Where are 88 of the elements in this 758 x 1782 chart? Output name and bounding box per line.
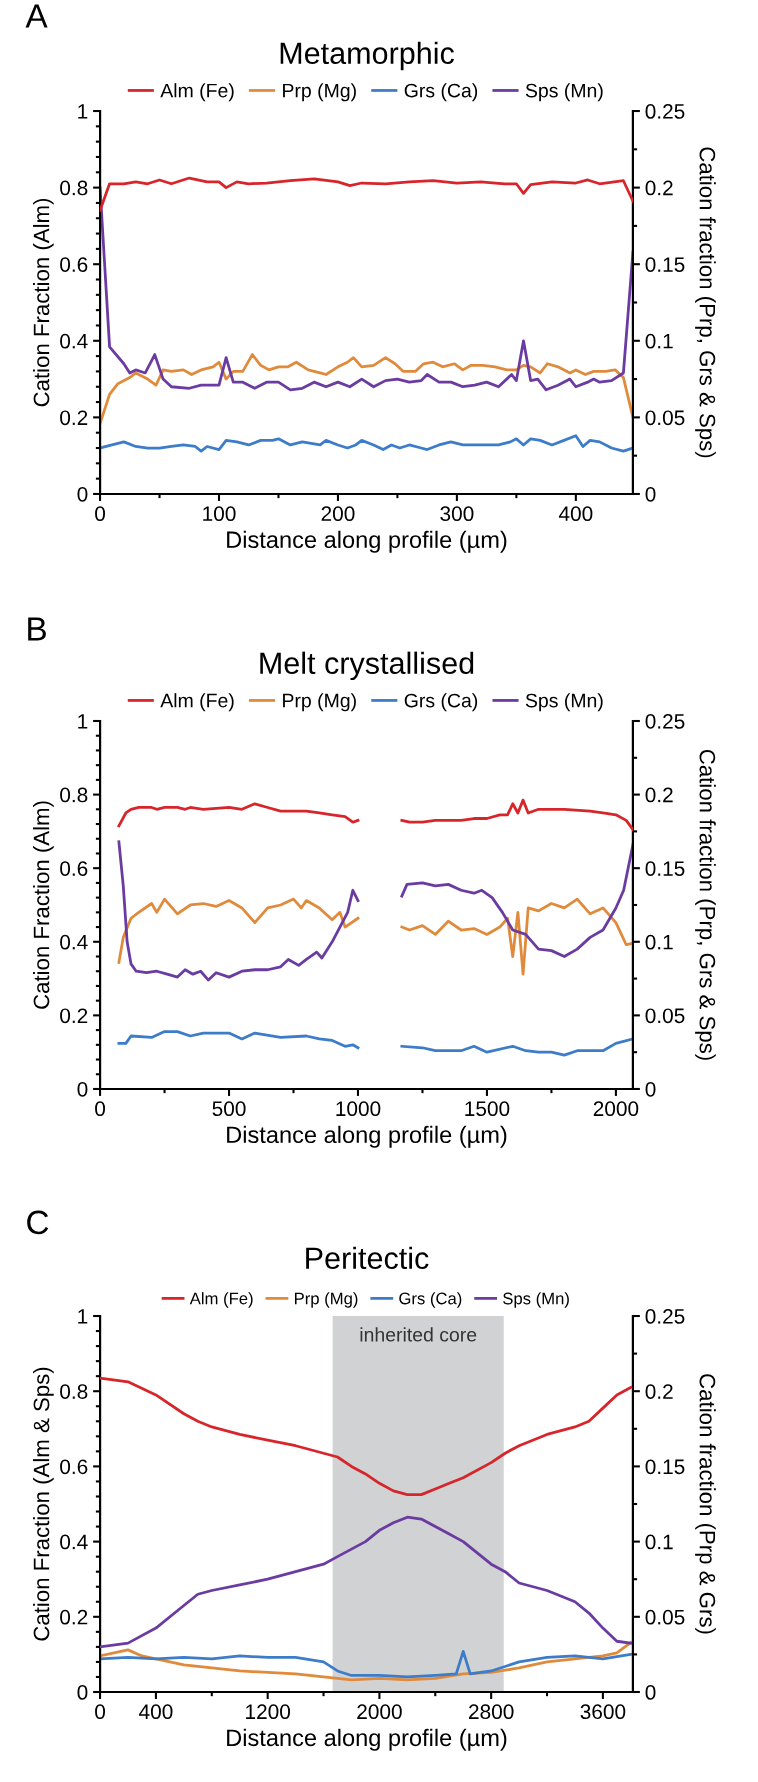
y-tick-label: 0.6 [60,1459,88,1475]
y2-tick-label: 0.2 [645,180,673,196]
x-tick-label: 400 [139,1704,173,1720]
legend-label: Grs (Ca) [404,693,478,712]
x-tick-label: 100 [203,506,236,522]
y2-tick-label: 0.2 [645,787,673,803]
x-tick-label: 1500 [465,1101,510,1117]
y2-tick-label: 0 [645,486,656,502]
y-tick-label: 1 [78,1309,88,1324]
x-tick-label: 0 [95,506,106,522]
legend-label: Prp (Mg) [283,83,356,102]
line-series [100,1650,633,1679]
x-tick-label: 300 [440,506,474,522]
y2-tick-label: 0.15 [645,257,685,272]
legend-label: Alm (Fe) [189,1292,253,1308]
y-tick-label: 0.8 [60,180,88,196]
x-axis-title: Distance along profile (µm) [227,1125,507,1148]
x-axis-title: Distance along profile (µm) [227,530,507,553]
y2-tick-label: 0.05 [645,410,685,426]
y2-tick-label: 0.15 [645,1459,685,1475]
y2-tick-label: 0.2 [645,1384,673,1399]
y-tick-label: 0 [77,1081,88,1097]
y-tick-label: 0.6 [60,861,88,876]
y-tick-label: 0.8 [60,787,88,803]
y2-tick-label: 0.05 [645,1008,685,1024]
y-tick-label: 0.8 [60,1384,88,1399]
y-axis-title: Cation Fraction (Alm) [33,801,54,1009]
y-tick-label: 0 [77,1685,88,1700]
y-tick-label: 1 [78,104,88,119]
x-tick-label: 2800 [469,1704,514,1720]
legend-label: Sps (Mn) [525,693,603,712]
y-tick-label: 0 [77,486,88,502]
y2-axis-title: Cation fraction (Prp, Grs & Sps) [695,749,716,1060]
legend-label: Alm (Fe) [160,693,234,712]
text: C [27,1210,49,1235]
x-tick-label: 2000 [593,1101,639,1117]
y-tick-label: 0.2 [60,1609,88,1625]
y2-tick-label: 0 [645,1685,656,1700]
text: B [28,617,46,641]
y2-tick-label: 0.25 [645,714,685,729]
x-tick-label: 0 [95,1101,106,1117]
y2-tick-label: 0.1 [645,1534,673,1550]
legend-label: Sps (Mn) [503,1292,569,1308]
band-label: inherited core [360,1327,477,1342]
y2-tick-label: 0.05 [645,1609,685,1625]
x-tick-label: 1200 [246,1704,291,1720]
x-axis-title: Distance along profile (µm) [227,1728,507,1751]
y2-axis-title: Cation fraction (Prp, Grs & Sps) [695,147,716,458]
legend-label: Grs (Ca) [399,1292,462,1308]
y-axis-title: Cation Fraction (Alm & Sps) [33,1367,54,1641]
legend-label: Sps (Mn) [525,83,603,102]
line-series [100,186,633,392]
line-series [100,176,633,212]
legend-label: Alm (Fe) [160,83,234,102]
y-tick-label: 1 [78,714,88,729]
x-tick-label: 500 [212,1101,246,1117]
x-tick-label: 0 [95,1704,106,1720]
y-tick-label: 0.2 [60,1008,88,1024]
x-tick-label: 400 [558,506,593,522]
y2-tick-label: 0.25 [645,1309,685,1324]
y-tick-label: 0.4 [60,333,88,349]
chart-title: Metamorphic [280,41,454,71]
y2-tick-label: 0.25 [645,104,685,119]
chart-title: Peritectic [306,1246,429,1270]
y2-axis-title: Cation fraction (Prp & Grs) [695,1374,716,1634]
line-series [100,434,633,453]
x-tick-label: 3600 [580,1704,626,1720]
x-tick-label: 2000 [357,1704,402,1720]
line-series [100,1376,633,1496]
y-axis-title: Cation Fraction (Alm) [33,198,54,407]
line-series [100,1515,633,1649]
chart-title: Melt crystallised [260,651,474,681]
x-tick-label: 1000 [336,1101,381,1117]
y-tick-label: 0.6 [60,257,88,272]
y2-tick-label: 0 [645,1081,656,1097]
y-tick-label: 0.4 [60,934,88,950]
line-series [100,353,633,425]
y2-tick-label: 0.15 [645,861,685,876]
legend-label: Grs (Ca) [404,83,478,102]
legend-label: Prp (Mg) [283,693,356,712]
line-series [100,1640,633,1682]
legend-label: Prp (Mg) [294,1292,358,1308]
y2-tick-label: 0.1 [645,934,673,950]
y2-tick-label: 0.1 [645,333,673,349]
x-tick-label: 200 [321,506,355,522]
y-tick-label: 0.2 [60,410,88,426]
y-tick-label: 0.4 [60,1534,88,1550]
text: A [25,4,48,28]
